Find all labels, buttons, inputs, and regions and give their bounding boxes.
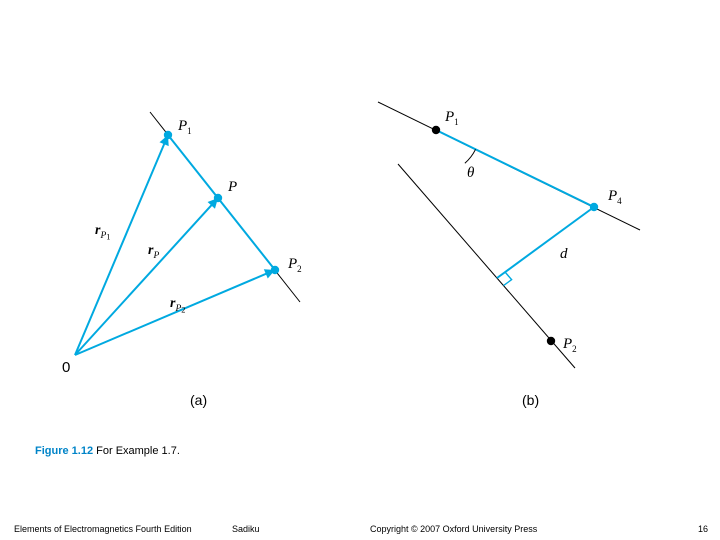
svg-text:P1: P1 bbox=[177, 118, 192, 136]
svg-text:P2: P2 bbox=[562, 336, 577, 354]
svg-text:rP1: rP1 bbox=[95, 223, 110, 241]
svg-text:0: 0 bbox=[62, 359, 70, 376]
figure-b: P1 P4 P2 θ d (b) bbox=[378, 102, 640, 408]
footer-author: Sadiku bbox=[232, 524, 260, 534]
figure-caption: Figure 1.12 For Example 1.7. bbox=[35, 445, 180, 457]
svg-text:rP2: rP2 bbox=[170, 296, 185, 314]
footer-page: 16 bbox=[698, 524, 708, 534]
svg-text:P4: P4 bbox=[607, 188, 622, 206]
diagram-svg: 0 P1 P P2 rP1 rP rP2 (a) P1 P4 P2 θ d (b) bbox=[0, 80, 720, 420]
figure-a: 0 P1 P P2 rP1 rP rP2 (a) bbox=[62, 112, 302, 408]
footer-book: Elements of Electromagnetics Fourth Edit… bbox=[14, 524, 192, 534]
figure-area: 0 P1 P P2 rP1 rP rP2 (a) P1 P4 P2 θ d (b) bbox=[0, 80, 720, 420]
svg-text:rP: rP bbox=[148, 243, 159, 261]
footer-copyright: Copyright © 2007 Oxford University Press bbox=[370, 524, 537, 534]
svg-text:(a): (a) bbox=[190, 392, 207, 408]
caption-text: For Example 1.7. bbox=[93, 445, 180, 457]
svg-text:P1: P1 bbox=[444, 109, 459, 127]
svg-text:θ: θ bbox=[467, 165, 475, 181]
svg-text:P2: P2 bbox=[287, 256, 302, 274]
svg-text:P: P bbox=[227, 179, 237, 195]
caption-label: Figure 1.12 bbox=[35, 445, 93, 457]
svg-text:d: d bbox=[560, 246, 568, 262]
svg-text:(b): (b) bbox=[522, 392, 539, 408]
